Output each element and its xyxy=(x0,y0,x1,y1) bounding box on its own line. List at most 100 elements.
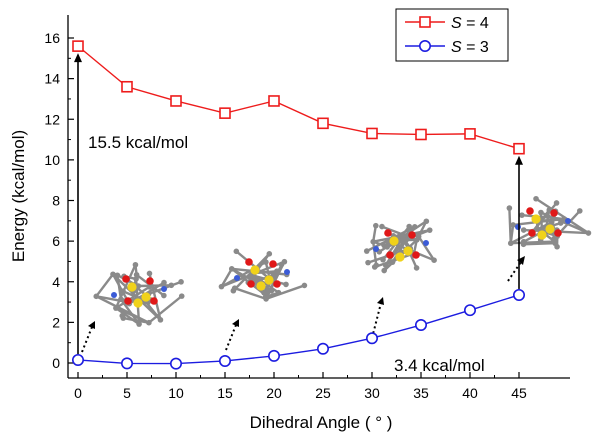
molecule-bond xyxy=(265,284,305,301)
molecule-sulfur-atom xyxy=(256,281,266,291)
data-point-circle xyxy=(512,288,525,301)
molecule-atom xyxy=(93,293,100,300)
molecule-sulfur-atom xyxy=(531,214,541,224)
legend-value: = 4 xyxy=(462,15,489,32)
molecule-atom xyxy=(262,294,269,300)
dotted-arrow-head xyxy=(88,321,95,329)
molecule-oxygen-atom xyxy=(150,297,158,305)
molecule-oxygen-atom xyxy=(247,280,255,288)
molecule-oxygen-atom xyxy=(146,277,154,285)
legend-label: S = 3 xyxy=(451,39,489,56)
x-ticks: 0 5 10 15 20 25 30 35 40 45 xyxy=(74,372,527,401)
energy-gap-arrows xyxy=(74,53,523,354)
legend-entry-s4: S = 4 xyxy=(405,15,489,32)
molecule-nitrogen-atom xyxy=(111,292,117,298)
x-tick-label: 35 xyxy=(413,385,429,401)
molecule-bond xyxy=(148,295,183,324)
molecule-atom xyxy=(365,259,371,266)
molecule-atom xyxy=(506,205,513,211)
molecule-atom xyxy=(585,230,592,236)
x-tick-label: 20 xyxy=(266,385,282,401)
legend-value: = 3 xyxy=(462,39,489,56)
y-tick-label: 16 xyxy=(44,30,60,46)
axes xyxy=(67,15,570,379)
molecule-sulfur-atom xyxy=(403,246,413,256)
molecule-atom xyxy=(550,215,557,222)
data-point-circle xyxy=(365,332,378,345)
molecule-atom xyxy=(113,305,119,311)
molecule-bond xyxy=(372,241,378,266)
legend-symbol: S xyxy=(451,39,462,56)
x-tick-label: 5 xyxy=(123,385,131,401)
dotted-arrow xyxy=(507,261,522,282)
y-tick-label: 12 xyxy=(44,111,60,127)
molecule-sulfur-atom xyxy=(537,230,547,240)
molecule-atom xyxy=(136,321,142,327)
data-point-square xyxy=(415,128,427,141)
molecule-atom xyxy=(554,243,560,250)
molecule-atom xyxy=(274,268,280,274)
y-tick-label: 8 xyxy=(52,193,60,209)
molecule-bond xyxy=(220,268,233,288)
molecule-bond xyxy=(123,316,150,324)
dotted-arrow-head xyxy=(232,319,239,327)
molecule-atom xyxy=(373,262,380,269)
molecule-atom xyxy=(135,283,142,289)
molecule-atom xyxy=(553,200,560,206)
y-ticks: 0 2 4 6 8 10 12 14 16 xyxy=(44,30,74,371)
dotted-arrow xyxy=(371,302,382,339)
molecule-atom xyxy=(384,244,390,250)
dotted-pointer-arrows xyxy=(81,256,525,353)
molecule-nitrogen-atom xyxy=(284,269,290,275)
legend-label: S = 4 xyxy=(451,15,489,32)
molecule-atom xyxy=(233,248,240,255)
molecule-atom xyxy=(533,195,539,202)
dotted-arrow xyxy=(81,326,93,353)
molecule-oxygen-atom xyxy=(245,258,253,266)
molecule-bond xyxy=(523,241,556,246)
molecule-atom xyxy=(268,287,275,294)
molecule-atom xyxy=(146,319,152,326)
molecule-atom xyxy=(132,261,139,268)
x-tick-label: 30 xyxy=(364,385,380,401)
molecule-atom xyxy=(385,238,391,245)
molecule-atom xyxy=(231,285,238,291)
x-tick-label: 40 xyxy=(462,385,478,401)
dotted-arrow-head xyxy=(377,297,384,305)
molecule-bond xyxy=(95,295,150,324)
data-point-square xyxy=(219,107,231,119)
molecule-atom xyxy=(538,209,544,216)
molecule-sulfur-atom xyxy=(141,292,151,302)
gap-arrow-head xyxy=(515,155,523,165)
molecule-sulfur-atom xyxy=(264,275,274,285)
molecule-oxygen-atom xyxy=(273,280,281,288)
molecule-atom xyxy=(118,296,124,303)
molecule-atom xyxy=(423,218,430,225)
y-tick-label: 10 xyxy=(44,152,60,168)
molecule-oxygen-atom xyxy=(386,251,394,259)
molecule-atom xyxy=(161,279,167,286)
molecule-oxygen-atom xyxy=(124,297,132,305)
molecule-atom xyxy=(510,222,516,228)
molecule-nitrogen-atom xyxy=(234,275,240,281)
molecule-atom xyxy=(520,238,527,245)
molecule-atom xyxy=(373,222,379,229)
y-tick-label: 14 xyxy=(44,71,60,87)
molecule-bond xyxy=(508,208,512,244)
molecule-atom xyxy=(381,267,387,274)
series-s4 xyxy=(72,40,525,155)
molecule-nitrogen-atom xyxy=(373,246,379,252)
molecule-atom xyxy=(146,284,153,290)
molecule-atom xyxy=(157,317,164,323)
molecule-atom xyxy=(363,248,370,254)
molecule-nitrogen-atom xyxy=(565,218,571,224)
molecule-atom xyxy=(382,262,389,269)
molecule-oxygen-atom xyxy=(526,207,534,215)
molecule-atom xyxy=(389,259,396,265)
legend-entry-s3: S = 3 xyxy=(405,39,489,56)
molecule-bond xyxy=(235,250,271,280)
molecule-atom xyxy=(283,281,289,288)
molecule-atom xyxy=(557,220,564,226)
data-point-circle xyxy=(267,349,280,362)
legend-symbol: S xyxy=(451,15,462,32)
